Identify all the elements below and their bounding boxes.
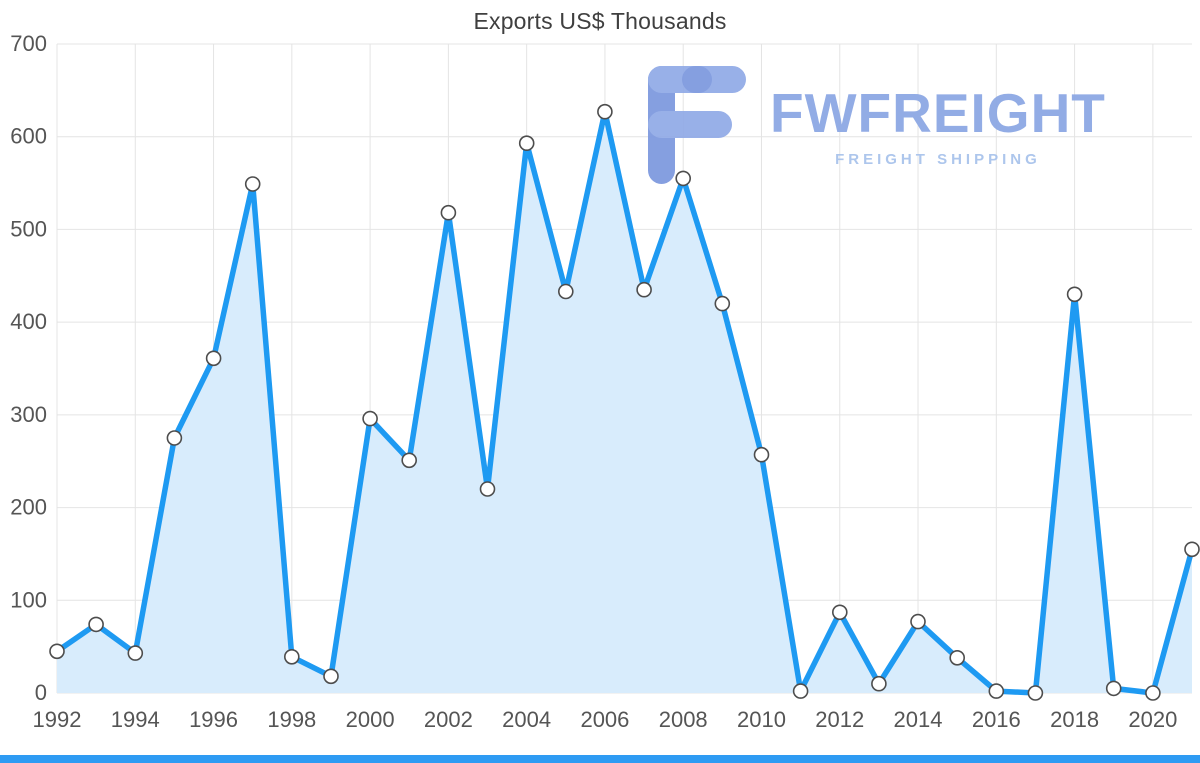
data-point-marker [597,103,613,120]
x-tick-label: 2014 [894,707,943,732]
chart-title: Exports US$ Thousands [473,8,727,34]
x-tick-label: 1994 [111,707,160,732]
data-point-marker [244,176,261,192]
x-tick-label: 2012 [815,707,864,732]
y-tick-label: 0 [35,680,47,705]
y-tick-label: 500 [10,216,47,241]
data-point-marker [871,675,887,692]
x-tick-label: 2010 [737,707,786,732]
data-point-marker [362,410,378,427]
y-tick-label: 100 [10,587,47,612]
x-tick-label: 2004 [502,707,551,732]
data-point-marker [49,643,65,660]
data-point-marker [910,613,926,630]
data-point-marker [1027,685,1044,701]
x-tick-label: 2016 [972,707,1021,732]
data-point-marker [1184,541,1200,558]
data-point-marker [1105,680,1122,697]
data-point-marker [518,135,535,151]
data-point-marker [479,481,496,497]
data-point-marker [127,645,144,661]
data-point-marker [636,281,652,298]
y-tick-label: 200 [10,495,47,520]
footer-accent-bar [0,755,1200,763]
y-tick-label: 300 [10,402,47,427]
x-tick-label: 2020 [1128,707,1177,732]
data-point-marker [1066,286,1083,303]
x-tick-label: 2000 [346,707,395,732]
x-tick-label: 2018 [1050,707,1099,732]
x-tick-label: 1998 [267,707,316,732]
series-area [57,111,1192,693]
y-tick-label: 700 [10,31,47,56]
data-point-marker [401,452,418,469]
data-point-marker [714,295,731,312]
data-point-marker [283,648,300,665]
data-point-marker [792,683,809,699]
data-point-marker [166,430,183,446]
data-point-marker [1145,685,1161,701]
data-point-marker [949,649,966,666]
y-tick-label: 600 [10,124,47,149]
data-point-marker [440,204,457,221]
x-tick-label: 2008 [659,707,708,732]
data-point-marker [205,350,222,367]
x-tick-label: 2002 [424,707,473,732]
data-point-marker [323,668,339,685]
y-tick-label: 400 [10,309,47,334]
data-point-marker [753,446,770,463]
x-tick-label: 2006 [580,707,629,732]
data-point-marker [88,616,104,633]
data-point-marker [675,170,692,187]
data-point-marker [557,283,574,300]
x-tick-label: 1996 [189,707,238,732]
x-tick-label: 1992 [33,707,82,732]
data-point-marker [831,604,848,621]
data-point-marker [988,683,1005,699]
